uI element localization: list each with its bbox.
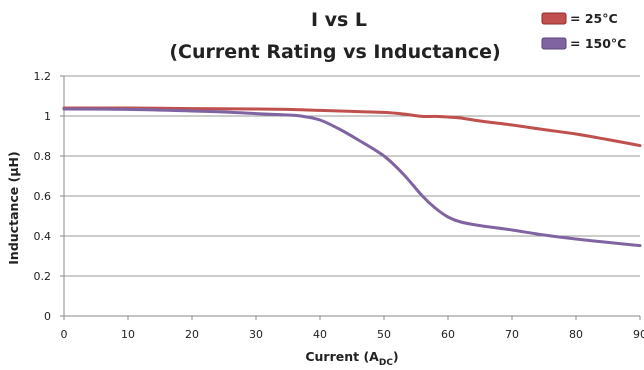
chart-title: I vs L [311,9,367,31]
chart-subtitle: (Current Rating vs Inductance) [169,41,500,63]
x-tick-label: 60 [441,328,455,341]
x-tick-label: 80 [569,328,583,341]
x-axis-label-subscript: DC [379,358,393,368]
series-line-25c [62,106,642,148]
series-lines [62,106,642,248]
y-axis-ticks: 0 0.2 0.4 0.6 0.8 1 1.2 [34,70,64,323]
x-tick-label: 10 [121,328,135,341]
x-tick-label: 50 [377,328,391,341]
x-tick-label: 20 [185,328,199,341]
series-line-150c [62,107,642,248]
x-tick-label: 0 [61,328,68,341]
y-tick-label: 1 [44,110,51,123]
x-axis-ticks: 0 10 20 30 40 50 60 70 80 90 [61,316,644,341]
x-tick-label: 70 [505,328,519,341]
x-tick-label: 90 [633,328,644,341]
x-tick-label: 30 [249,328,263,341]
x-axis-label-end: ) [393,349,399,364]
x-tick-label: 40 [313,328,327,341]
legend: = 25°C = 150°C [541,11,626,51]
gridlines [64,75,640,277]
y-tick-label: 1.2 [34,70,52,83]
y-tick-label: 0.4 [34,230,52,243]
legend-swatch-25c [541,12,567,25]
legend-label-25c: = 25°C [570,11,618,26]
y-tick-label: 0.8 [34,150,52,163]
x-axis-label: Current (ADC) [305,349,398,368]
y-tick-label: 0.2 [34,270,52,283]
legend-label-150c: = 150°C [570,36,626,51]
y-tick-label: 0 [44,310,51,323]
y-axis-label: Inductance (µH) [6,151,21,264]
y-tick-label: 0.6 [34,190,52,203]
x-axis-label-main: Current (A [305,349,379,364]
legend-swatch-150c [541,37,567,50]
